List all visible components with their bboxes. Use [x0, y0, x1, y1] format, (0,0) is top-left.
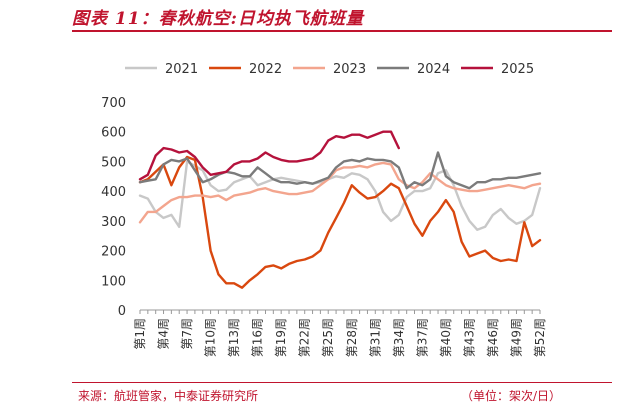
- y-axis: 0 100 200 300 400 500 600 700: [101, 96, 126, 319]
- y-tick-label: 100: [101, 274, 126, 289]
- unit-note: （单位：架次/日）: [460, 389, 561, 403]
- x-tick-label: 第28周: [345, 318, 359, 357]
- series-line-2025: [138, 130, 400, 181]
- legend-label-2024: 2024: [417, 62, 450, 77]
- y-tick-label: 0: [118, 304, 126, 319]
- series-line-2021: [138, 160, 542, 232]
- x-tick-label: 第43周: [462, 318, 476, 357]
- y-tick-label: 400: [101, 185, 126, 200]
- series-line-2024: [138, 151, 542, 190]
- y-tick-label: 500: [101, 155, 126, 170]
- legend: 2021 2022 2023 2024 2025: [125, 62, 534, 77]
- x-tick-label: 第10周: [204, 318, 218, 357]
- x-tick-label: 第1周: [133, 318, 147, 350]
- legend-label-2022: 2022: [249, 62, 282, 77]
- x-tick-label: 第46周: [486, 318, 500, 357]
- x-tick-label: 第37周: [415, 318, 429, 357]
- legend-label-2025: 2025: [501, 62, 534, 77]
- x-tick-label: 第25周: [321, 318, 335, 357]
- y-tick-label: 700: [101, 96, 126, 111]
- x-tick-label: 第7周: [180, 318, 194, 350]
- x-tick-label: 第22周: [298, 318, 312, 357]
- x-tick-label: 第16周: [251, 318, 265, 357]
- x-axis: 第1周 第4周 第7周 第10周 第13周 第16周 第19周 第22周 第25周 第28周 第31…: [133, 309, 547, 357]
- figure-title: 图表 11：春秋航空:日均执飞航班量: [72, 9, 364, 29]
- x-tick-label: 第19周: [274, 318, 288, 357]
- source-note: 来源：航班管家，中泰证券研究所: [78, 389, 259, 403]
- x-tick-label: 第40周: [439, 318, 453, 357]
- y-tick-label: 600: [101, 126, 126, 141]
- x-tick-label: 第34周: [392, 318, 406, 357]
- x-tick-label: 第52周: [533, 318, 547, 357]
- series-line-2023: [138, 161, 542, 224]
- title-rule: [72, 30, 612, 32]
- x-tick-label: 第4周: [157, 318, 171, 350]
- x-tick-label: 第13周: [227, 318, 241, 357]
- y-tick-label: 200: [101, 245, 126, 260]
- series-lines: [138, 130, 542, 289]
- x-tick-label: 第49周: [509, 318, 523, 357]
- x-tick-label: 第31周: [368, 318, 382, 357]
- legend-label-2023: 2023: [333, 62, 366, 77]
- series-line-2022: [138, 155, 542, 289]
- y-tick-label: 300: [101, 215, 126, 230]
- legend-label-2021: 2021: [165, 62, 198, 77]
- footer-rule: [72, 382, 612, 383]
